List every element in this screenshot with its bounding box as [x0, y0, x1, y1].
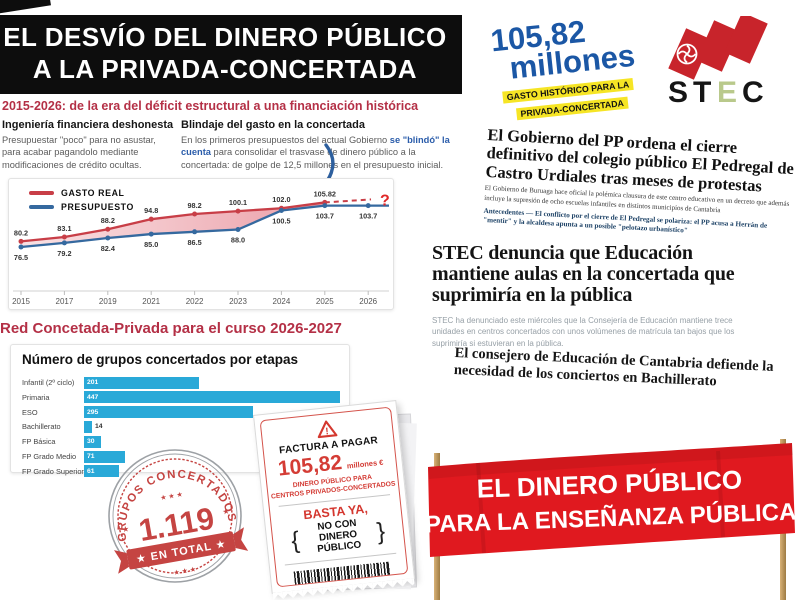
chart-legend: GASTO REAL PRESUPUESTO	[29, 188, 134, 216]
intro-right-heading: Blindaje del gasto en la concertada	[181, 119, 365, 131]
bar-row: ESO 295	[22, 406, 343, 419]
bar-row: FP Grado Medio 71	[22, 450, 343, 463]
bar: 30	[84, 435, 102, 448]
stamp-stars-bottom: ★ ★ ★	[173, 565, 197, 577]
svg-text:2021: 2021	[142, 297, 160, 306]
news3-headline: El consejero de Educación de Cantabria d…	[453, 345, 774, 390]
receipt: ! FACTURA A PAGAR 105,82 millones € DINE…	[252, 399, 416, 600]
news-clipping-2: STEC denuncia que Educación mantiene aul…	[432, 242, 774, 349]
svg-text:88.0: 88.0	[231, 236, 245, 245]
svg-text:2025: 2025	[316, 297, 334, 306]
labaro-symbol	[676, 43, 698, 65]
svg-text:82.4: 82.4	[101, 244, 116, 253]
svg-text:?: ?	[380, 192, 390, 209]
section2-heading: Red Concetada-Privada para el curso 2026…	[0, 320, 342, 337]
svg-text:2024: 2024	[273, 297, 291, 306]
bar-row: Infantil (2º ciclo) 201	[22, 376, 343, 389]
intro-left-heading: Ingeniería financiera deshonesta	[2, 119, 174, 131]
svg-text:2026: 2026	[359, 297, 377, 306]
bar	[84, 420, 93, 433]
news-clipping-1: El Gobierno del PP ordena el cierre defi…	[483, 125, 796, 241]
svg-text:100.5: 100.5	[272, 217, 290, 226]
title-line-1: EL DESVÍO DEL DINERO PÚBLICO	[3, 22, 447, 52]
svg-text:102.0: 102.0	[272, 195, 290, 204]
news2-deck: STEC ha denunciado este miércoles que la…	[432, 315, 735, 348]
svg-text:79.2: 79.2	[57, 249, 71, 258]
svg-text:100.1: 100.1	[229, 198, 247, 207]
bar: 61	[84, 465, 119, 478]
svg-text:2015: 2015	[12, 297, 30, 306]
svg-text:94.8: 94.8	[144, 206, 158, 215]
svg-text:T: T	[693, 76, 711, 108]
bar-row: FP Grado Superior 61	[22, 465, 343, 478]
stec-logo: S T E C	[668, 16, 768, 108]
svg-text:2019: 2019	[99, 297, 117, 306]
receipt-cta2: NO CON DINERO PÚBLICO	[316, 517, 362, 556]
protest-banner: EL DINERO PÚBLICO PARA LA ENSEÑANZA PÚBL…	[424, 439, 797, 600]
bar-row: Bachillerato 14	[22, 420, 103, 433]
bar-row: FP Básica 30	[22, 435, 343, 448]
bar-row: Primaria 447	[22, 391, 343, 404]
svg-text:80.2: 80.2	[14, 228, 28, 237]
stamp-stars-top: ★ ★ ★	[160, 490, 184, 502]
svg-text:★: ★	[121, 524, 130, 534]
bar: 201	[84, 376, 200, 389]
title-line-2: A LA PRIVADA-CONCERTADA	[32, 53, 418, 84]
svg-text:88.2: 88.2	[101, 216, 115, 225]
amount-badge: 105,82 millones GASTO HISTÓRICO PARA LA …	[489, 11, 640, 124]
svg-text:S: S	[668, 76, 688, 108]
stec-flags	[668, 16, 768, 80]
main-title: EL DESVÍO DEL DINERO PÚBLICO A LA PRIVAD…	[0, 15, 462, 95]
legend-item: GASTO REAL	[29, 188, 134, 198]
receipt-frame: ! FACTURA A PAGAR 105,82 millones € DINE…	[259, 406, 409, 588]
warning-icon: !	[317, 420, 338, 439]
total-stamp: GRUPOS CONCERTADOS ★ ★ ★ ★ ★ 1.119 ★ EN …	[107, 449, 249, 583]
svg-text:76.5: 76.5	[14, 253, 28, 262]
bar: 71	[84, 450, 125, 463]
svg-text:2017: 2017	[56, 297, 74, 306]
svg-text:105.82: 105.82	[314, 189, 336, 198]
svg-text:2022: 2022	[186, 297, 204, 306]
line-chart-card: 2015 2017 2019 2021 2022 2023 2024 2025 2026? 80.…	[8, 178, 394, 310]
bar: 447	[84, 391, 341, 404]
bar-chart: Infantil (2º ciclo) 201 Primaria 447 ESO 295 B…	[22, 376, 343, 479]
intro-right-body: En los primeros presupuestos del actual …	[181, 135, 450, 170]
corner-mark	[0, 0, 51, 15]
bar: 295	[84, 406, 254, 419]
svg-text:2023: 2023	[229, 297, 247, 306]
receipt-unit: millones €	[346, 457, 384, 471]
svg-text:85.0: 85.0	[144, 240, 158, 249]
legend-item: PRESUPUESTO	[29, 202, 134, 212]
banner-cloth	[428, 443, 795, 557]
line-chart: 2015 2017 2019 2021 2022 2023 2024 2025 2026? 80.…	[12, 189, 390, 306]
svg-text:98.2: 98.2	[187, 201, 201, 210]
subtitle: 2015-2026: de la era del déficit estruct…	[2, 99, 419, 113]
intro-left-body: Presupuestar "poco" para no asustar, par…	[2, 135, 156, 170]
news2-headline: STEC denuncia que Educación mantiene aul…	[432, 242, 735, 307]
svg-text:★: ★	[222, 507, 231, 517]
blue-highlight-text: se "blindó" la cuenta	[181, 135, 450, 158]
bar-chart-title: Número de grupos concertados por etapas	[22, 352, 299, 367]
intro-right: Blindaje del gasto en la concertada En l…	[181, 119, 464, 171]
news-clipping-3: El consejero de Educación de Cantabria d…	[453, 345, 792, 394]
svg-text:86.5: 86.5	[187, 238, 201, 247]
intro-left: Ingeniería financiera deshonesta Presupu…	[2, 119, 174, 171]
svg-text:103.7: 103.7	[316, 212, 334, 221]
svg-text:103.7: 103.7	[359, 212, 377, 221]
svg-text:C: C	[742, 76, 764, 108]
svg-text:E: E	[717, 76, 737, 108]
svg-text:83.1: 83.1	[57, 224, 71, 233]
svg-text:!: !	[325, 426, 329, 437]
